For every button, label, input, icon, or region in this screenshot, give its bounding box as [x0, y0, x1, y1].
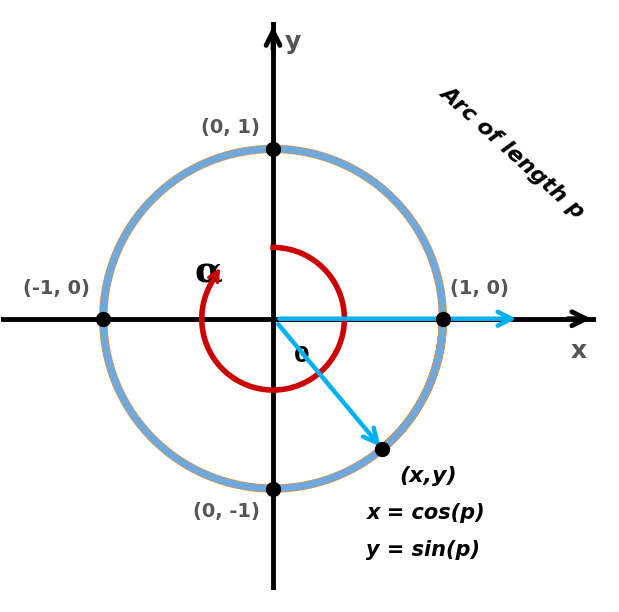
Text: Arc of length p: Arc of length p	[436, 82, 588, 222]
Text: y: y	[285, 30, 301, 54]
Text: (x,y): (x,y)	[399, 466, 457, 486]
Text: y = sin(p): y = sin(p)	[366, 540, 480, 561]
Text: (-1, 0): (-1, 0)	[23, 279, 90, 299]
Text: x = cos(p): x = cos(p)	[366, 503, 485, 523]
Text: (0, 1): (0, 1)	[201, 118, 259, 137]
Text: x: x	[571, 339, 587, 363]
Text: α: α	[194, 254, 222, 288]
Text: 0: 0	[293, 346, 309, 366]
Text: (0, -1): (0, -1)	[193, 502, 259, 521]
Text: (1, 0): (1, 0)	[449, 279, 509, 299]
